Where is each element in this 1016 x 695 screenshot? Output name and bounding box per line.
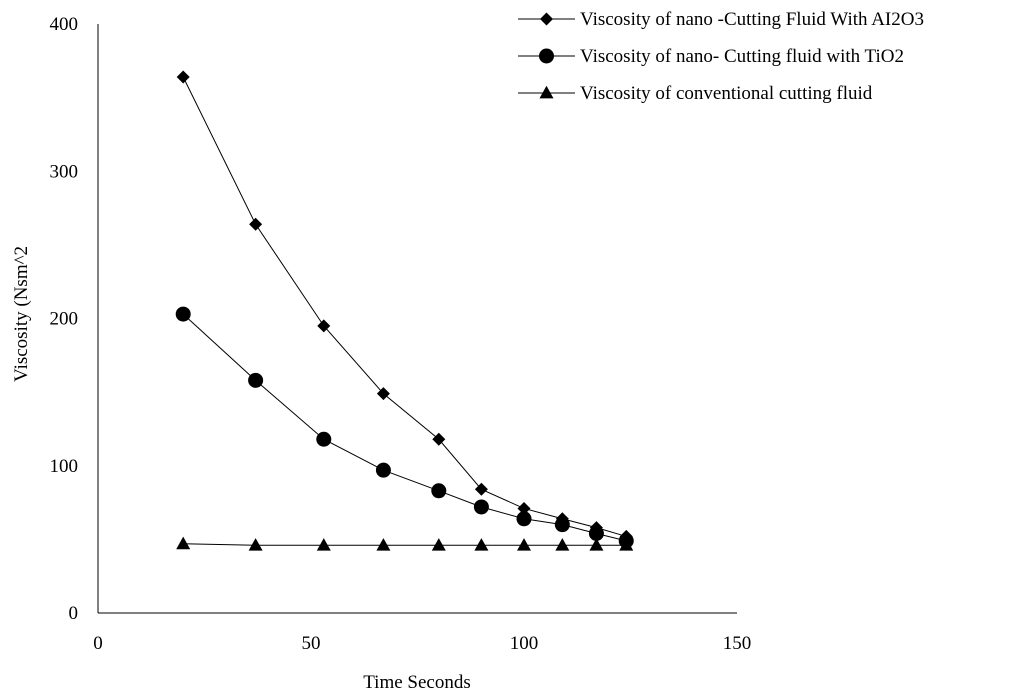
legend-item: Viscosity of nano- Cutting fluid with Ti… (518, 46, 904, 67)
data-point (316, 431, 332, 447)
data-point (375, 462, 391, 478)
data-point (517, 538, 531, 551)
series-line (183, 543, 627, 546)
series-circle (175, 306, 634, 549)
legend: Viscosity of nano -Cutting Fluid With AI… (518, 9, 924, 104)
x-tick-label: 0 (93, 633, 103, 654)
data-point (432, 432, 446, 446)
legend-marker (539, 85, 554, 99)
legend-marker (539, 48, 554, 64)
data-point (474, 538, 489, 551)
data-point (516, 511, 532, 527)
data-point (248, 372, 264, 388)
data-point (589, 538, 604, 551)
y-tick-label: 200 (50, 309, 79, 330)
legend-label: Viscosity of nano -Cutting Fluid With AI… (580, 9, 924, 30)
x-tick-label: 150 (723, 633, 752, 654)
plot-area: 0 100 200 300 400 0 50 100 150 (50, 14, 752, 654)
y-tick-label: 400 (50, 14, 79, 35)
data-point (474, 482, 488, 496)
x-tick-label: 100 (510, 633, 539, 654)
data-point (554, 517, 570, 533)
y-tick-label: 0 (69, 603, 79, 624)
series-diamond (176, 70, 633, 543)
x-axis-title: Time Seconds (363, 672, 471, 693)
data-point (376, 387, 390, 401)
y-axis-title: Viscosity (Nsm^2 (11, 246, 32, 382)
series-line (182, 313, 627, 542)
y-tick-label: 300 (50, 161, 79, 182)
data-point (431, 538, 446, 551)
data-point (249, 217, 263, 231)
y-tick-label: 100 (50, 456, 79, 477)
legend-label: Viscosity of conventional cutting fluid (580, 83, 873, 104)
data-point (175, 306, 191, 322)
data-point (431, 483, 447, 499)
data-point (248, 538, 263, 551)
series-line (182, 76, 627, 537)
legend-marker (540, 12, 553, 26)
data-point (316, 538, 331, 551)
legend-item: Viscosity of conventional cutting fluid (518, 83, 873, 104)
data-point (619, 538, 634, 551)
data-point (555, 538, 570, 551)
x-tick-label: 50 (302, 633, 321, 654)
data-point (176, 536, 191, 550)
data-point (473, 499, 489, 515)
data-point (317, 319, 331, 333)
legend-label: Viscosity of nano- Cutting fluid with Ti… (580, 46, 904, 67)
series-triangle (176, 536, 634, 551)
data-point (588, 525, 604, 541)
series-layer (175, 70, 634, 551)
data-point (176, 70, 190, 84)
legend-item: Viscosity of nano -Cutting Fluid With AI… (518, 9, 924, 30)
data-point (517, 501, 531, 515)
data-point (376, 538, 391, 551)
